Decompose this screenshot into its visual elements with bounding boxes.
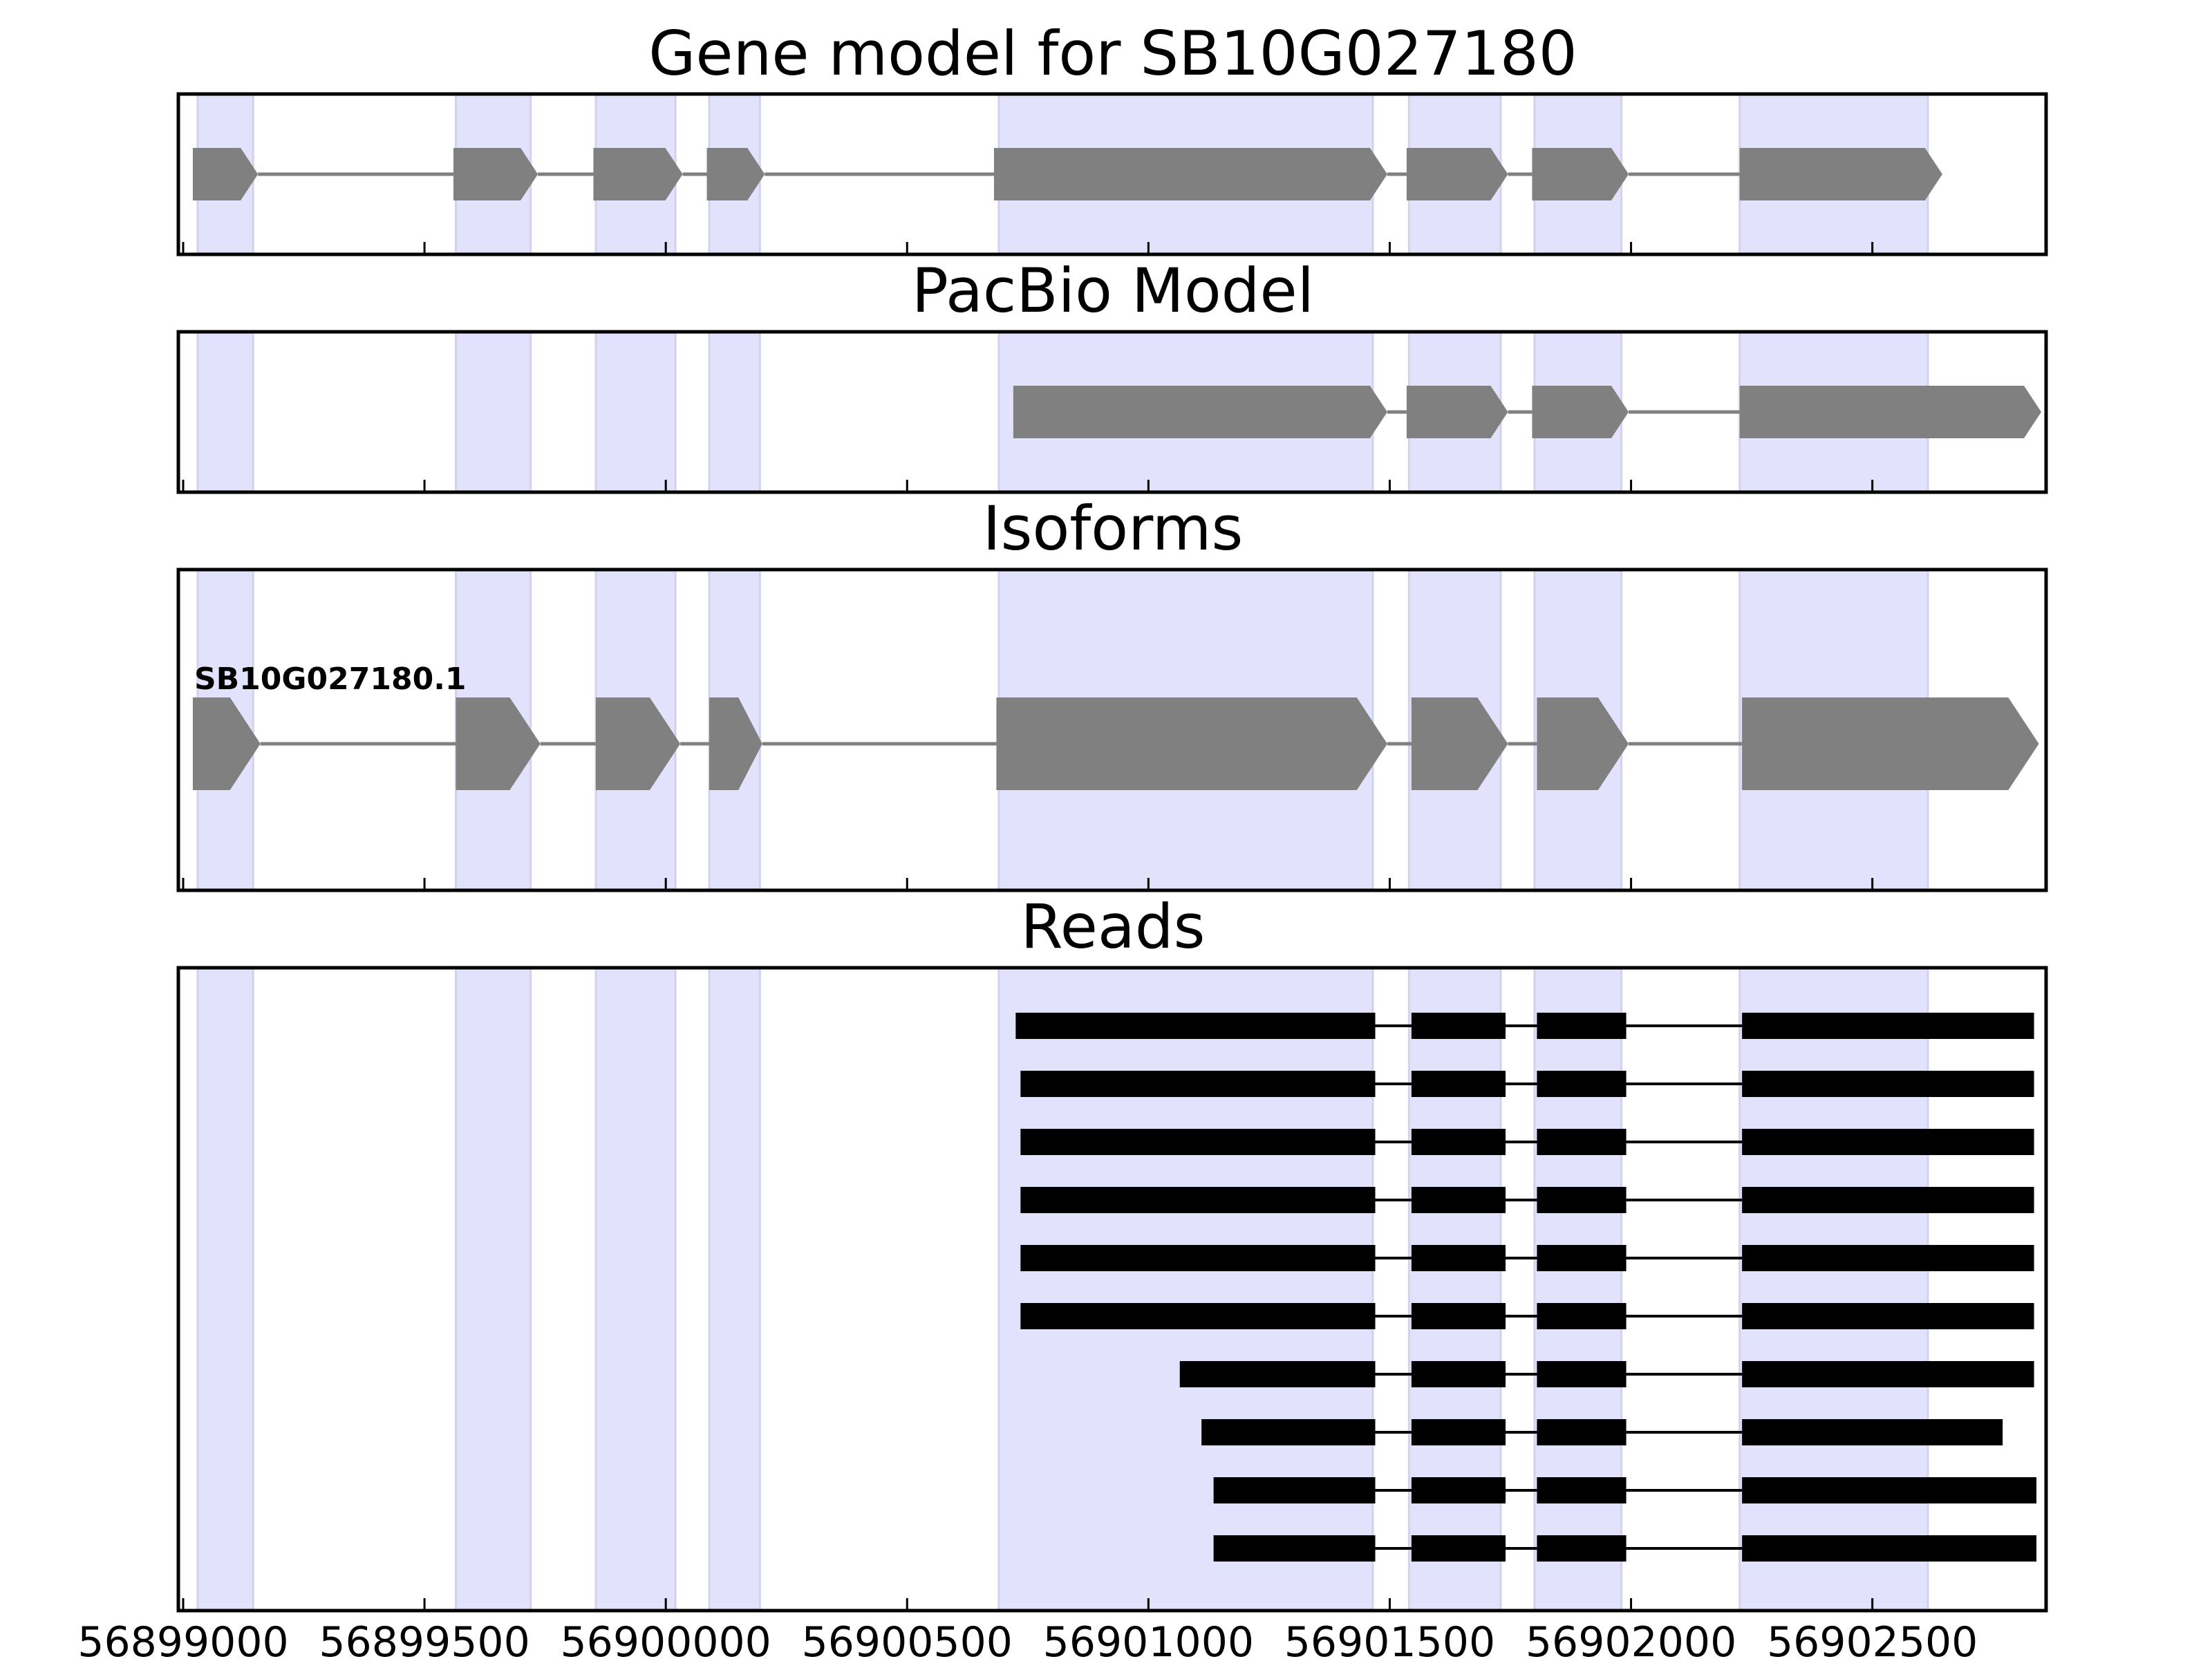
shaded-exon-region xyxy=(196,966,254,1612)
exon-arrow xyxy=(993,148,1387,200)
read-exon-block xyxy=(1411,1477,1506,1503)
x-tick-label: 56902000 xyxy=(1526,1618,1736,1659)
panel-frame xyxy=(176,568,2048,892)
exon-arrow xyxy=(1532,386,1629,438)
read-exon-block xyxy=(1537,1187,1627,1213)
read-exon-block xyxy=(1742,1419,2003,1445)
read-exon-block xyxy=(1213,1535,1376,1562)
panel-frame xyxy=(176,966,2048,1613)
x-tick-label: 56901000 xyxy=(1043,1618,1254,1659)
shaded-exon-region xyxy=(594,966,677,1612)
exon-arrow xyxy=(1411,697,1508,790)
read-exon-block xyxy=(1742,1187,2034,1213)
panel-title: Isoforms xyxy=(983,493,1244,564)
panel-frame xyxy=(176,330,2048,494)
read-exon-block xyxy=(1537,1303,1627,1329)
x-tick-label: 56901500 xyxy=(1284,1618,1495,1659)
exon-arrow xyxy=(1013,386,1387,438)
reads-panel: Reads xyxy=(176,891,2048,1613)
x-tick-label: 56899000 xyxy=(77,1618,288,1659)
read-exon-block xyxy=(1201,1419,1376,1445)
read-exon-block xyxy=(1179,1361,1376,1387)
read-exon-block xyxy=(1020,1245,1376,1271)
read-exon-block xyxy=(1537,1477,1627,1503)
exon-arrow xyxy=(192,697,261,790)
shaded-exon-region xyxy=(1738,966,1929,1612)
exon-arrow xyxy=(593,148,683,200)
panel-title: PacBio Model xyxy=(912,255,1314,326)
read-exon-block xyxy=(1742,1245,2034,1271)
read-exon-block xyxy=(1537,1013,1627,1039)
shaded-exon-region xyxy=(708,966,761,1612)
x-tick-label: 56900000 xyxy=(560,1618,771,1659)
read-exon-block xyxy=(1537,1361,1627,1387)
exon-arrow xyxy=(1406,386,1508,438)
read-exon-block xyxy=(1742,1129,2034,1155)
shaded-exon-region xyxy=(196,330,254,494)
read-exon-block xyxy=(1742,1477,2037,1503)
read-exon-block xyxy=(1411,1187,1506,1213)
read-exon-block xyxy=(1537,1245,1627,1271)
read-exon-block xyxy=(1411,1245,1506,1271)
read-exon-block xyxy=(1742,1535,2037,1562)
panel-frame xyxy=(176,92,2048,256)
read-exon-block xyxy=(1742,1071,2034,1097)
read-exon-block xyxy=(1020,1129,1376,1155)
exon-arrow xyxy=(706,148,765,200)
shaded-exon-region xyxy=(708,330,761,494)
exon-arrow xyxy=(1532,148,1629,200)
shaded-exon-region xyxy=(997,966,1374,1612)
x-tick-label: 56900500 xyxy=(802,1618,1013,1659)
gene-model-panel: Gene model for SB10G027180 xyxy=(176,18,2048,256)
exon-arrow xyxy=(709,697,762,790)
read-exon-block xyxy=(1742,1361,2034,1387)
read-exon-block xyxy=(1411,1071,1506,1097)
read-exon-block xyxy=(1411,1535,1506,1562)
x-axis: 56899000 56899500 56900000 56900500 56901000… xyxy=(77,1618,1978,1659)
exon-arrow xyxy=(1537,697,1629,790)
exon-arrow xyxy=(1739,386,2042,438)
x-tick-label: 56902500 xyxy=(1767,1618,1978,1659)
exon-arrow xyxy=(1742,697,2039,790)
exon-arrow xyxy=(456,697,541,790)
shaded-exon-region xyxy=(594,330,677,494)
read-exon-block xyxy=(1411,1013,1506,1039)
exon-arrow xyxy=(1406,148,1508,200)
read-exon-block xyxy=(1742,1303,2034,1329)
exon-arrow xyxy=(453,148,538,200)
read-exon-block xyxy=(1015,1013,1376,1039)
read-exon-block xyxy=(1537,1129,1627,1155)
read-exon-block xyxy=(1537,1535,1627,1562)
isoform-label: SB10G027180.1 xyxy=(194,662,467,697)
read-exon-block xyxy=(1020,1071,1376,1097)
exon-arrow xyxy=(996,697,1387,790)
shaded-exon-region xyxy=(454,330,532,494)
read-exon-block xyxy=(1213,1477,1376,1503)
read-exon-block xyxy=(1537,1419,1627,1445)
read-exon-block xyxy=(1411,1129,1506,1155)
shaded-exon-region xyxy=(1407,966,1502,1612)
pacbio-model-panel: PacBio Model xyxy=(176,255,2048,494)
isoforms-panel: Isoforms SB10G027180.1 xyxy=(176,493,2048,892)
read-exon-block xyxy=(1411,1303,1506,1329)
read-exon-block xyxy=(1020,1187,1376,1213)
x-tick-label: 56899500 xyxy=(319,1618,529,1659)
exon-arrow xyxy=(1739,148,1942,200)
read-exon-block xyxy=(1537,1071,1627,1097)
read-exon-block xyxy=(1411,1419,1506,1445)
read-exon-block xyxy=(1411,1361,1506,1387)
panel-title: Gene model for SB10G027180 xyxy=(648,18,1577,89)
shaded-exon-region xyxy=(1533,966,1623,1612)
exon-arrow xyxy=(595,697,681,790)
shaded-exon-region xyxy=(454,966,532,1612)
read-exon-block xyxy=(1020,1303,1376,1329)
read-exon-block xyxy=(1742,1013,2034,1039)
panel-title: Reads xyxy=(1021,891,1206,962)
exon-arrow xyxy=(192,148,259,200)
